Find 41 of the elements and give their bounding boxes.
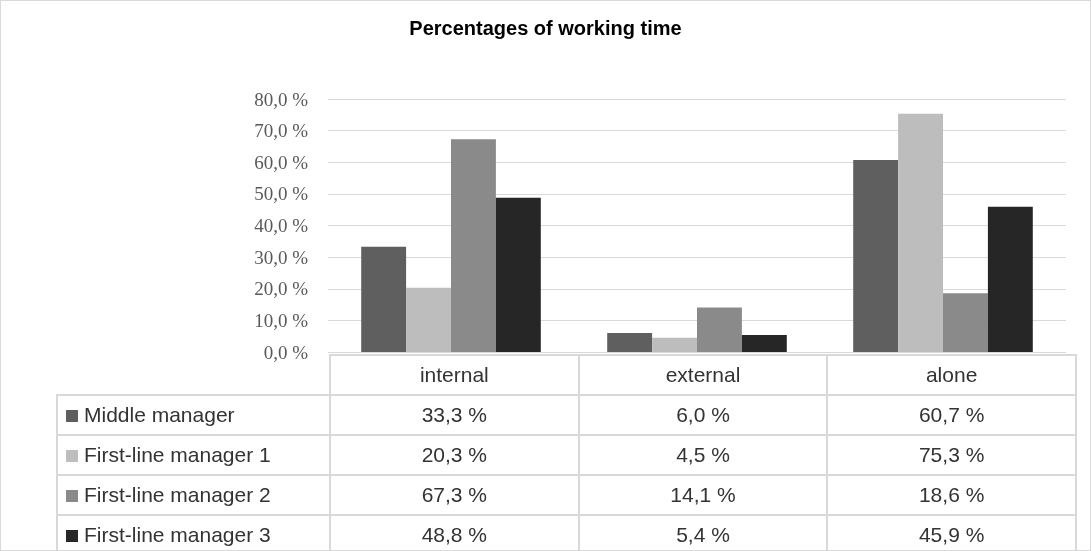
data-label: 14,1 % [578,475,828,515]
y-tick-label: 10,0 % [254,309,309,331]
bar [853,160,899,352]
y-tick-label: 40,0 % [254,215,309,236]
bar [898,113,943,352]
bar [495,197,541,352]
bar [451,139,496,352]
bar [741,334,787,352]
y-tick-label: 0,0 % [263,341,309,363]
data-label: 67,3 % [330,475,579,515]
bar [406,287,451,352]
data-label: 75,3 % [827,435,1076,475]
data-label: 60,7 % [827,395,1076,435]
data-label: 20,3 % [330,435,579,475]
legend-label: First-line manager 3 [57,515,330,551]
y-tick-label: 60,0 % [254,151,309,173]
bar [987,206,1033,352]
data-label: 45,9 % [827,515,1076,551]
y-tick-label: 20,0 % [254,278,309,300]
data-label: 18,6 % [827,475,1076,515]
y-tick-label: 50,0 % [254,183,309,205]
bar [652,337,697,352]
bar [943,293,988,352]
legend-label: Middle manager [57,395,330,435]
legend-label: First-line manager 1 [57,435,330,475]
y-tick-label: 30,0 % [254,246,309,268]
data-label: 6,0 % [578,395,828,435]
y-tick-label: 70,0 % [254,120,309,142]
bar [697,307,742,352]
bar [361,246,407,352]
chart-title: Percentages of working time [409,17,682,39]
data-label: 33,3 % [330,395,579,435]
bar [607,333,653,352]
legend-label: First-line manager 2 [57,475,330,515]
data-label: 5,4 % [578,515,828,551]
y-tick-label: 80,0 % [254,88,309,110]
x-tick-label: internal [330,355,579,395]
x-tick-label: alone [827,355,1076,395]
data-label: 48,8 % [330,515,579,551]
data-label: 4,5 % [578,435,828,475]
x-tick-label: external [578,355,828,395]
